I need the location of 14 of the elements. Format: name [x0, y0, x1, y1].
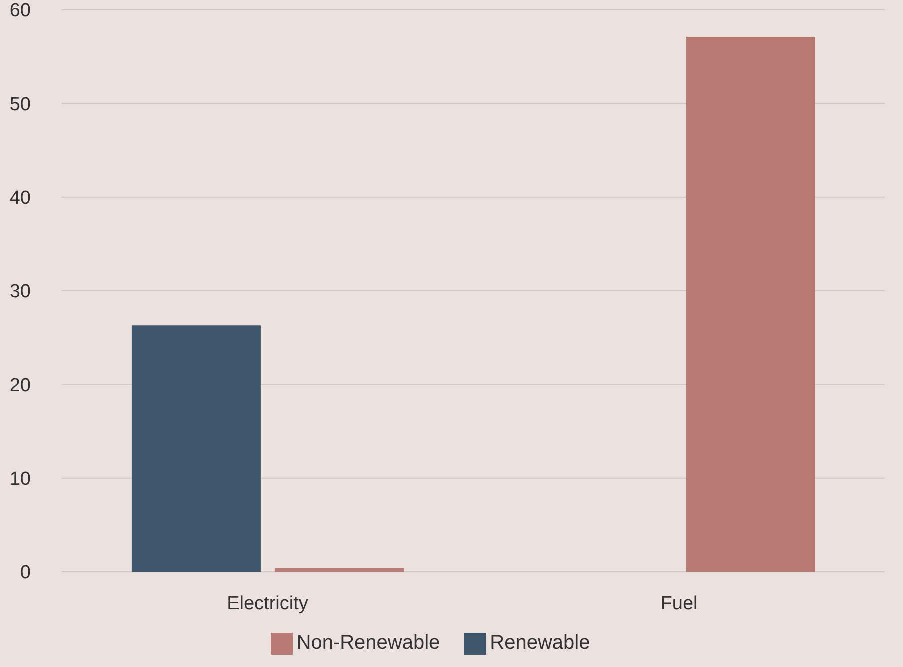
bar — [132, 326, 261, 572]
y-tick-label: 50 — [10, 94, 31, 116]
legend-label: Non-Renewable — [296, 632, 440, 654]
legend-label: Renewable — [490, 632, 590, 654]
x-tick-label: Electricity — [227, 593, 309, 614]
y-tick-label: 10 — [10, 469, 31, 490]
bar — [686, 37, 816, 572]
x-tick-label: Fuel — [660, 593, 698, 614]
y-tick-label: 60 — [10, 0, 31, 22]
y-tick-label: 30 — [10, 282, 31, 303]
y-tick-label: 40 — [10, 188, 31, 210]
bar — [274, 568, 404, 572]
y-tick-label: 0 — [20, 562, 31, 584]
y-tick-label: 20 — [10, 375, 31, 396]
